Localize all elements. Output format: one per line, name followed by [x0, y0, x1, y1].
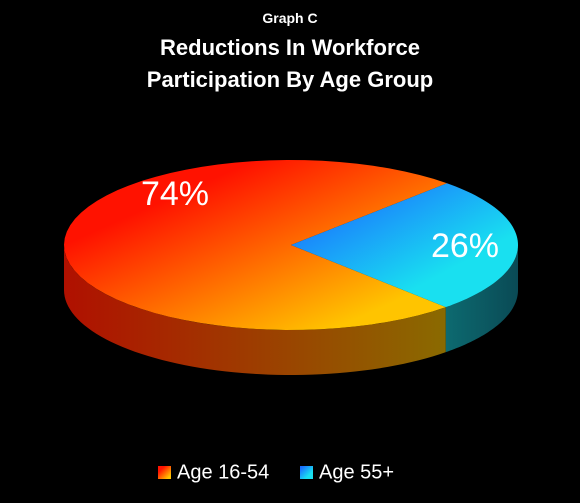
slice-side	[64, 245, 446, 375]
legend-swatch	[158, 466, 171, 479]
data-label: 26%	[431, 227, 499, 265]
slice	[64, 160, 447, 330]
chart-title: Reductions In Workforce Participation By…	[146, 35, 434, 92]
data-label: 74%	[141, 175, 209, 213]
chart-subtitle: Graph C	[262, 10, 318, 26]
slice-side	[445, 245, 518, 353]
legend-label: Age 16-54	[177, 461, 269, 483]
legend-swatch	[300, 466, 313, 479]
legend-label: Age 55+	[319, 461, 394, 483]
slice	[291, 183, 518, 308]
